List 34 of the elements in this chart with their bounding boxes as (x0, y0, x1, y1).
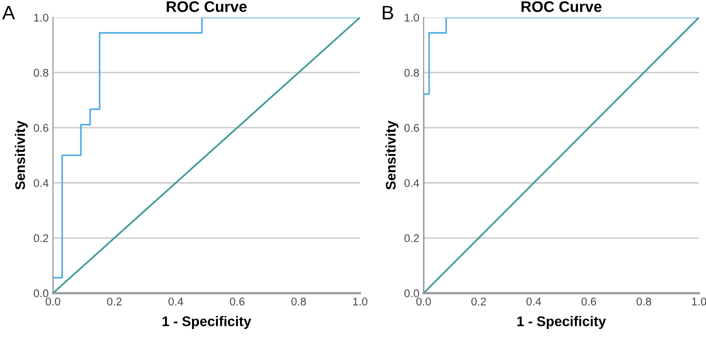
y-tick-label: 0.2 (34, 234, 48, 242)
y-tick-label: 1.0 (404, 14, 419, 22)
y-tick-label: 0.6 (404, 124, 419, 132)
y-tick-label: 0.4 (34, 179, 48, 188)
y-tick-label: 1.0 (34, 14, 48, 22)
x-axis-title: 1 - Specificity (162, 316, 252, 329)
y-tick-label: 0.6 (34, 124, 48, 132)
x-tick-label: 0.6 (230, 298, 244, 306)
x-axis-title: 1 - Specificity (517, 316, 606, 329)
x-tick-label: 1.0 (692, 298, 706, 306)
x-tick-label: 0.0 (416, 298, 431, 306)
y-tick-label: 0.4 (404, 179, 420, 188)
line-series (52, 17, 360, 294)
y-tick-label: 0.8 (34, 68, 48, 77)
x-tick-label: 0.0 (46, 298, 60, 306)
y-tick-label: 0.0 (404, 289, 419, 298)
x-tick-label: 0.2 (107, 298, 122, 306)
x-tick-label: 0.6 (582, 298, 596, 306)
y-axis-title: Sensitivity (14, 120, 28, 190)
y-axis-title: Sensitivity (385, 120, 398, 190)
text: A (2, 6, 16, 20)
text: B (382, 6, 394, 20)
y-tick-label: 0.2 (404, 234, 419, 242)
x-tick-label: 0.8 (291, 298, 306, 306)
x-tick-label: 0.8 (636, 298, 652, 306)
y-tick-label: 0.8 (404, 68, 419, 77)
line-series (424, 17, 699, 294)
y-tick-label: 0.0 (34, 289, 48, 298)
x-tick-label: 1.0 (353, 298, 368, 306)
chart-title: ROC Curve (166, 1, 247, 12)
chart-title: ROC Curve (522, 1, 602, 12)
x-tick-label: 0.4 (526, 298, 542, 306)
x-tick-label: 0.4 (168, 298, 184, 306)
x-tick-label: 0.2 (471, 298, 486, 306)
